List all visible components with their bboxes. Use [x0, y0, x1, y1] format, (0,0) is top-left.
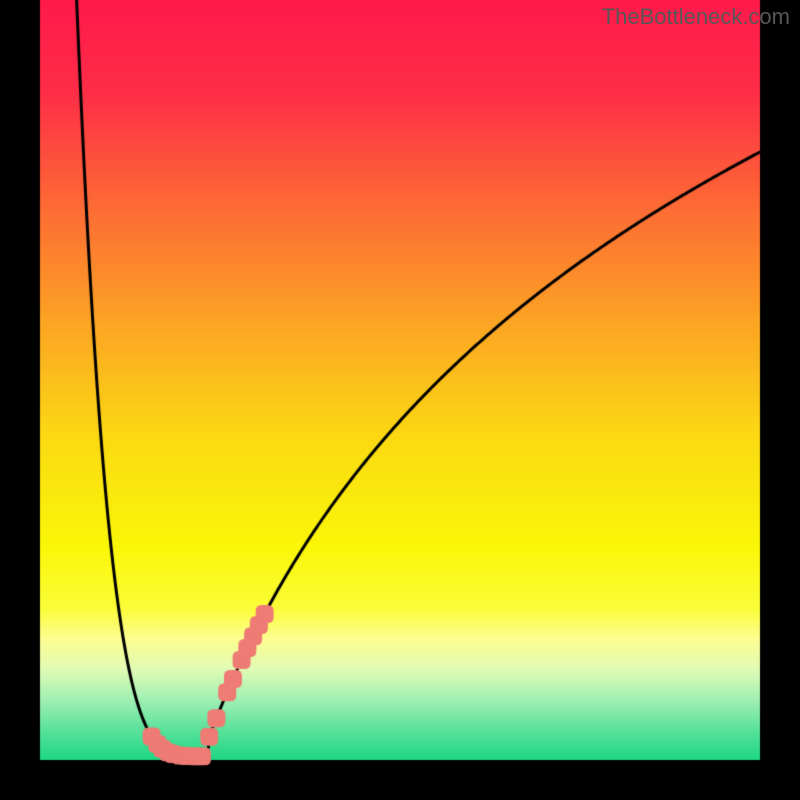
bottleneck-curve-chart	[0, 0, 800, 800]
chart-container: TheBottleneck.com	[0, 0, 800, 800]
watermark-text: TheBottleneck.com	[602, 4, 790, 30]
